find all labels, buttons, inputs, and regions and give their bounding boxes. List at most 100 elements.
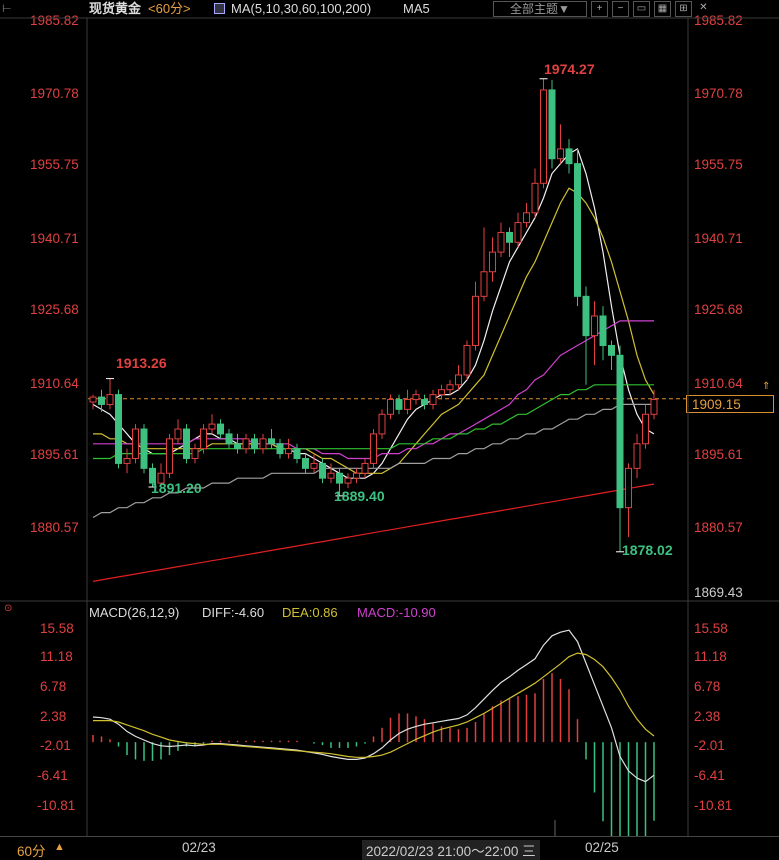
price-label-right: 1925.68 <box>694 302 743 317</box>
candle <box>191 448 199 460</box>
candle <box>446 384 454 391</box>
macd-axis-label-right: 6.78 <box>694 679 721 694</box>
price-label-left: 1925.68 <box>30 302 79 317</box>
candle <box>523 212 530 224</box>
candle <box>336 472 343 484</box>
candle <box>497 231 505 253</box>
candle <box>353 472 360 479</box>
trough-annotation: 1878.02 <box>622 542 673 558</box>
current-price-box: 1909.15 <box>686 395 774 413</box>
macd-settings-icon[interactable]: ⊙ <box>4 603 13 614</box>
price-label-right: 1910.64 <box>694 376 743 391</box>
candle <box>132 428 139 460</box>
macd-dea: DEA:0.86 <box>282 605 338 620</box>
price-label-right: 1970.78 <box>694 86 743 101</box>
macd-diff-line <box>92 629 655 783</box>
candle <box>293 448 301 460</box>
price-label-bottom: 1869.43 <box>694 585 743 600</box>
candle <box>616 354 624 509</box>
candle <box>174 428 182 440</box>
candle <box>489 251 496 273</box>
candle <box>285 448 292 455</box>
price-label-left: 1940.71 <box>30 231 79 246</box>
macd-axis-label-right: -2.01 <box>694 738 725 753</box>
symbol-title[interactable]: 现货黄金 <box>89 1 142 16</box>
price-label-right: 1880.57 <box>694 520 743 535</box>
macd-axis-label-left: -2.01 <box>40 738 71 753</box>
collapse-icon[interactable]: − <box>612 1 629 17</box>
candle <box>582 295 590 337</box>
kline-chart[interactable] <box>0 0 779 836</box>
candle <box>514 222 522 243</box>
candle <box>166 438 173 474</box>
candle <box>642 413 649 445</box>
candle <box>302 458 309 469</box>
candle <box>344 477 352 484</box>
layout-icon[interactable]: ▭ <box>633 1 650 17</box>
candle <box>225 433 233 445</box>
candle <box>565 148 573 165</box>
crosshair-time: 2022/02/23 21:00～22:00 三 <box>362 840 540 860</box>
candle <box>361 462 369 474</box>
date-label: 02/25 <box>585 840 619 855</box>
candle <box>557 148 564 160</box>
candle <box>106 394 114 405</box>
close-icon[interactable]: ✕ <box>699 2 708 13</box>
candle <box>387 399 394 415</box>
candle <box>140 428 148 469</box>
candle <box>531 182 539 214</box>
price-label-left: 1955.75 <box>30 157 79 172</box>
candle <box>259 438 267 450</box>
price-label-left: 1880.57 <box>30 520 79 535</box>
candle <box>472 295 479 346</box>
expand-icon[interactable]: + <box>591 1 608 17</box>
grid-icon[interactable]: ▦ <box>654 1 671 17</box>
macd-axis-label-left: -6.41 <box>37 768 68 783</box>
ma5-label: MA5 <box>403 1 430 16</box>
macd-axis-label-right: 15.58 <box>694 621 728 636</box>
high-annotation: 1913.26 <box>116 355 167 371</box>
candle <box>217 423 224 435</box>
candle <box>319 462 326 479</box>
price-label-right: 1940.71 <box>694 231 743 246</box>
candle <box>480 271 488 297</box>
candle <box>208 423 216 430</box>
candle <box>157 472 165 484</box>
price-label-left: 1895.61 <box>30 447 79 462</box>
candle <box>200 428 207 450</box>
macd-axis-label-right: 11.18 <box>694 649 727 664</box>
low-annotation: 1891.20 <box>151 480 202 496</box>
candle <box>115 394 122 464</box>
candle <box>412 394 420 401</box>
period-selector[interactable]: <60分> <box>148 1 191 16</box>
candle <box>242 438 250 450</box>
candle <box>438 389 445 396</box>
candle <box>633 443 641 469</box>
candle <box>404 399 411 410</box>
theme-dropdown[interactable]: 全部主题▼ <box>493 1 587 17</box>
candle <box>591 315 598 337</box>
panel-toggle-icon[interactable]: ⊢ <box>2 3 12 15</box>
candle <box>149 467 156 484</box>
date-label: 02/23 <box>182 840 216 855</box>
macd-label[interactable]: MACD(26,12,9) <box>89 605 180 620</box>
ma-settings-icon[interactable] <box>214 3 225 14</box>
macd-axis-label-right: -10.81 <box>694 798 733 813</box>
low-annotation: 1889.40 <box>334 488 385 504</box>
candle <box>455 374 462 386</box>
candle <box>429 394 437 405</box>
fullscreen-icon[interactable]: ⊞ <box>675 1 692 17</box>
ma-indicator-label[interactable]: MA(5,10,30,60,100,200) <box>231 1 372 16</box>
candle <box>608 344 615 356</box>
candle <box>98 396 105 405</box>
price-label-left: 1985.82 <box>30 13 79 28</box>
candle <box>574 163 581 297</box>
macd-axis-label-left: -10.81 <box>37 798 76 813</box>
candle <box>327 472 335 479</box>
arrow-up-icon[interactable]: ▲ <box>54 841 65 853</box>
candle <box>268 438 275 445</box>
candle <box>540 89 547 184</box>
period-switch[interactable]: 60分 <box>17 844 46 859</box>
candle <box>548 89 556 160</box>
